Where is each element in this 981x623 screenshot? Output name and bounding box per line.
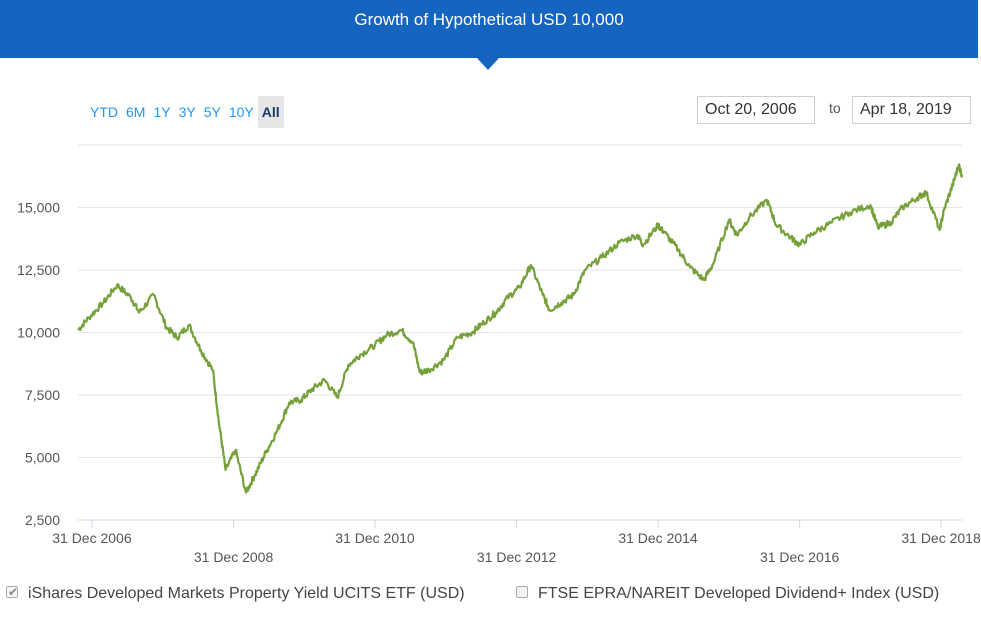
x-tick-label: 31 Dec 2006 <box>52 530 132 546</box>
check-icon: ✔ <box>8 585 19 599</box>
range-ytd-button[interactable]: YTD <box>86 96 122 128</box>
x-tick-label: 31 Dec 2014 <box>618 530 698 546</box>
series-layer <box>77 163 964 494</box>
legend-label-ishares: iShares Developed Markets Property Yield… <box>28 585 465 602</box>
date-from-input[interactable] <box>697 96 815 124</box>
series-line-ishares <box>77 163 964 494</box>
range-selector: YTD 6M 1Y 3Y 5Y 10Y All <box>86 96 284 128</box>
y-tick-label: 12,500 <box>17 262 60 278</box>
grid-lines <box>78 144 962 458</box>
range-1y-button[interactable]: 1Y <box>149 96 174 128</box>
range-5y-button[interactable]: 5Y <box>200 96 225 128</box>
x-tick-label: 31 Dec 2008 <box>194 549 274 565</box>
date-to-input[interactable] <box>852 96 971 124</box>
range-10y-button[interactable]: 10Y <box>225 96 258 128</box>
legend-checkbox-ishares[interactable]: ✔ <box>6 585 19 599</box>
y-tick-label: 7,500 <box>25 387 60 403</box>
chart-title: Growth of Hypothetical USD 10,000 <box>354 10 624 29</box>
y-tick-label: 15,000 <box>17 200 60 216</box>
legend-label-ftse: FTSE EPRA/NAREIT Developed Dividend+ Ind… <box>538 585 940 602</box>
x-tick-label: 31 Dec 2010 <box>335 530 415 546</box>
y-tick-label: 10,000 <box>17 325 60 341</box>
x-tick-label: 31 Dec 2018 <box>901 530 981 546</box>
y-axis: 2,500 5,000 7,500 10,000 12,500 15,000 <box>17 200 60 529</box>
x-tick-label: 31 Dec 2012 <box>477 549 557 565</box>
y-tick-label: 2,500 <box>25 512 60 528</box>
range-6m-button[interactable]: 6M <box>122 96 149 128</box>
header-pointer <box>477 58 499 70</box>
chart-header: Growth of Hypothetical USD 10,000 <box>0 0 978 70</box>
growth-line-chart: 2,500 5,000 7,500 10,000 12,500 15,000 31 Dec… <box>17 144 981 565</box>
range-all-button[interactable]: All <box>257 96 284 128</box>
legend-checkbox-ftse[interactable] <box>516 586 528 598</box>
range-3y-button[interactable]: 3Y <box>175 96 200 128</box>
x-tick-label: 31 Dec 2016 <box>760 549 840 565</box>
x-axis: 31 Dec 2006 31 Dec 2008 31 Dec 2010 31 Dec … <box>52 519 981 565</box>
y-tick-label: 5,000 <box>25 450 60 466</box>
date-to-label: to <box>829 100 841 116</box>
